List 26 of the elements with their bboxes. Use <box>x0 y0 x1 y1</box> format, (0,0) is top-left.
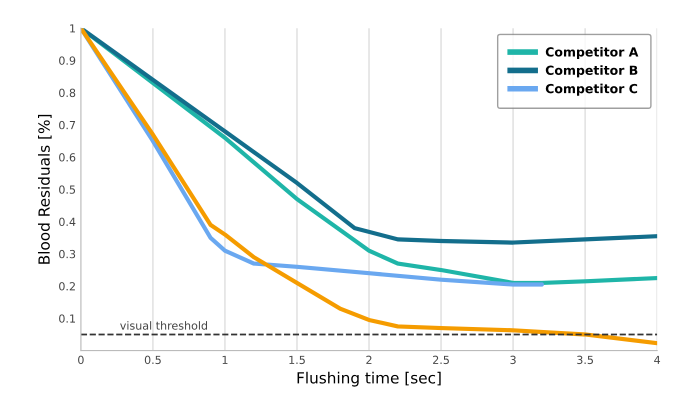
legend-label: Competitor C <box>546 84 638 96</box>
x-tick-label: 3 <box>510 356 516 364</box>
x-tick-label: 0.5 <box>144 356 161 364</box>
line-series <box>80 28 658 346</box>
y-tick-label: 0.9 <box>59 56 76 65</box>
y-tick-label: 1 <box>70 24 75 32</box>
x-tick-label: 3.5 <box>577 356 593 364</box>
legend-label: Competitor A <box>546 46 638 60</box>
x-tick-label: 2.5 <box>433 356 449 364</box>
x-tick-label: 1 <box>222 356 228 364</box>
y-tick-label: 0.4 <box>59 218 76 226</box>
y-tick-label: 0.7 <box>59 120 76 130</box>
y-tick-label: 0.8 <box>59 88 76 98</box>
y-tick-label: 0.2 <box>59 282 75 291</box>
ref-line-label: visual threshold <box>120 321 208 330</box>
x-axis-title: Flushing time [sec] <box>298 372 441 387</box>
x-tick-label: 4 <box>654 356 660 364</box>
x-tick-label: 0 <box>78 356 84 364</box>
y-axis-title: Blood Residuals [%] <box>38 114 52 264</box>
y-tick-label: 0.5 <box>59 185 76 194</box>
x-tick-label: 1.5 <box>289 356 305 364</box>
y-tick-label: 0.1 <box>59 314 75 323</box>
y-tick-label: 0.3 <box>59 250 76 258</box>
y-tick-label: 0.6 <box>59 153 76 162</box>
legend-label: Competitor B <box>546 65 638 78</box>
x-tick-label: 2 <box>366 356 372 364</box>
